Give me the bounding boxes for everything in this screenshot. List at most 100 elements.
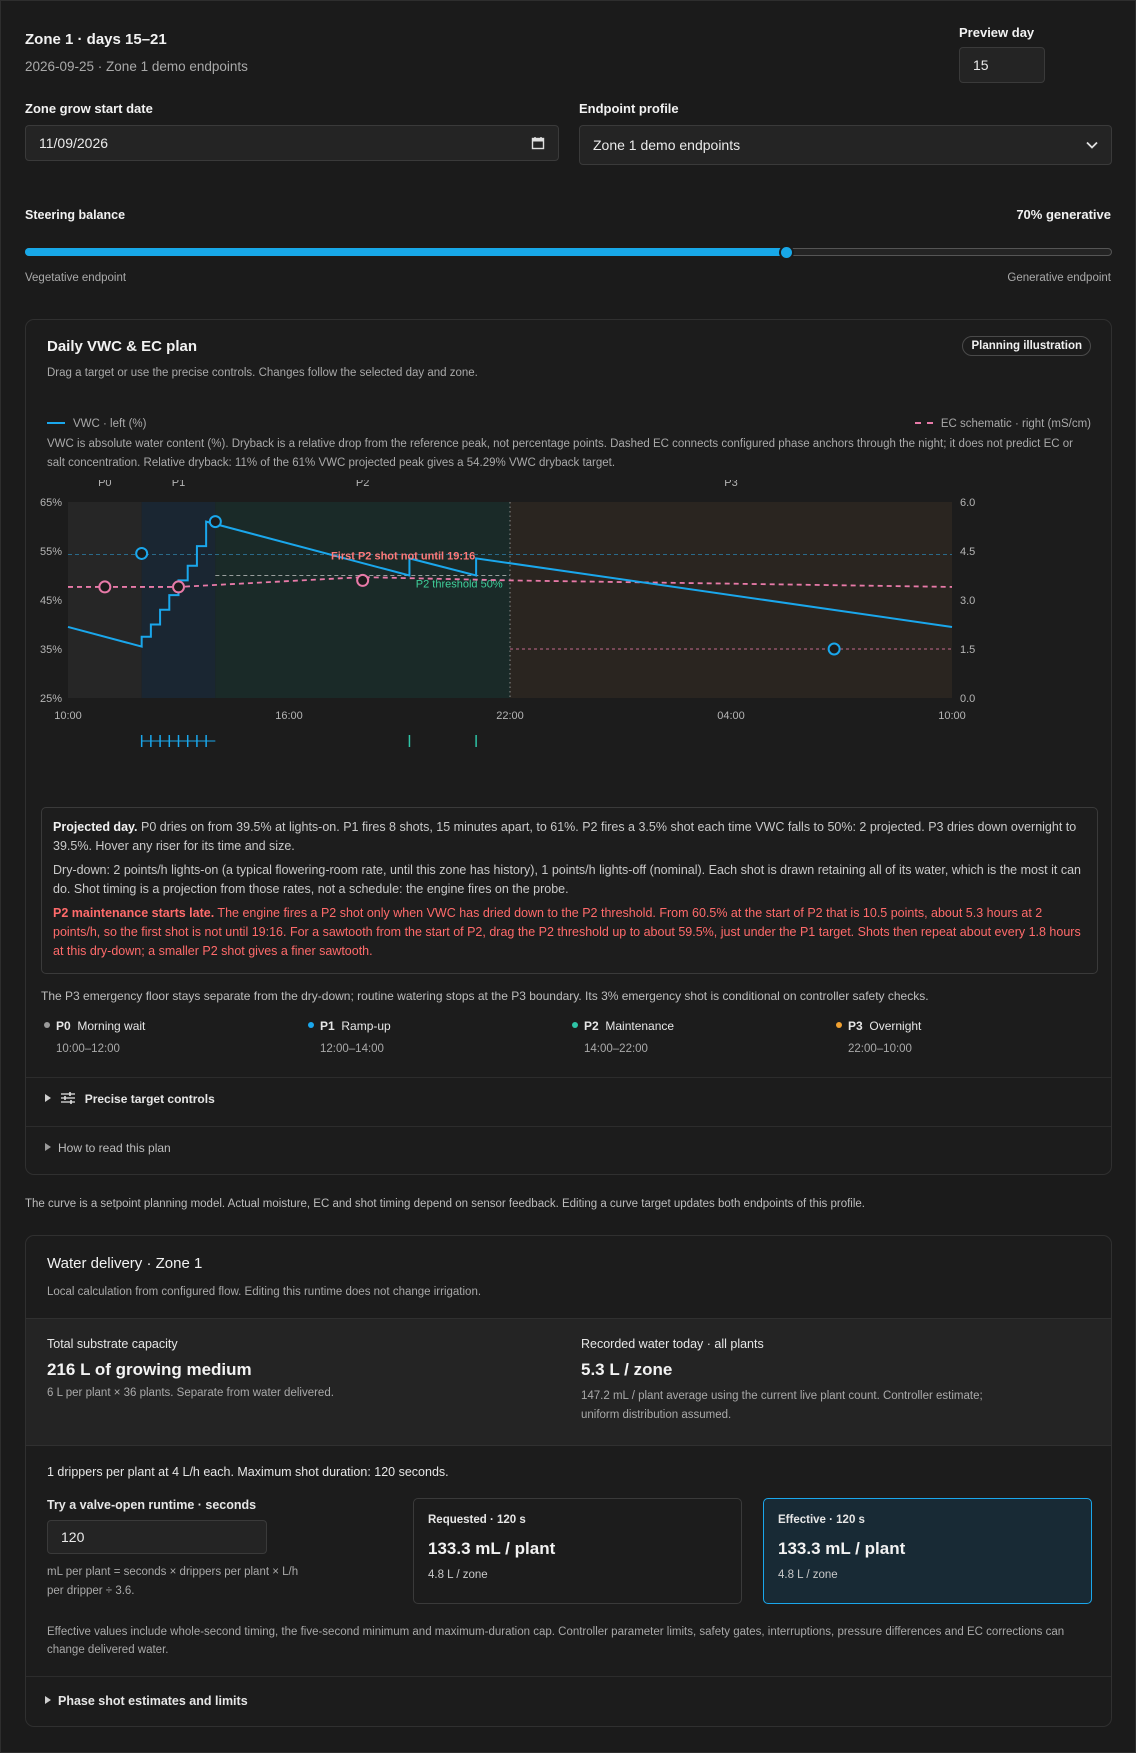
y-right-tick: 3.0: [960, 595, 975, 607]
effective-zone: 4.8 L / zone: [778, 1569, 838, 1581]
x-tick: 16:00: [275, 710, 303, 722]
p2-warning: P2 maintenance starts late. The engine f…: [53, 906, 1081, 958]
how-to-read-toggle[interactable]: How to read this plan: [45, 1141, 171, 1155]
vwc-target-handle: [135, 546, 149, 560]
ec-target-handle: [356, 573, 370, 587]
drippers-text: 1 drippers per plant at 4 L/h each. Maxi…: [47, 1465, 449, 1479]
phase-p2: P2 Maintenance 14:00–22:00: [572, 1019, 674, 1055]
requested-card: Requested · 120 s 133.3 mL / plant 4.8 L…: [413, 1498, 742, 1604]
plan-title: Daily VWC & EC plan: [47, 338, 198, 355]
vwc-target-handle: [208, 515, 222, 529]
vwc-ec-chart[interactable]: P0 P1 P2 P3 65% 55% 45% 35% 25% 6.0 4.5 3.0 1.5 0.0 10…: [26, 480, 1113, 780]
endpoint-profile-select[interactable]: Zone 1 demo endpoints: [579, 125, 1112, 165]
chevron-down-icon: [1086, 141, 1098, 149]
steering-slider[interactable]: [25, 245, 1112, 260]
y-right-tick: 0.0: [960, 693, 975, 705]
x-tick: 10:00: [938, 710, 966, 722]
phase-dot: [44, 1022, 50, 1028]
steering-value: 70% generative: [1016, 207, 1111, 222]
projected-title: Projected day.: [53, 820, 138, 834]
disclosure-triangle-icon: [45, 1094, 51, 1102]
recorded-note: 147.2 mL / plant average using the curre…: [581, 1390, 983, 1421]
preview-day-label: Preview day: [959, 25, 1035, 40]
water-title: Water delivery · Zone 1: [47, 1255, 203, 1272]
legend-vwc: VWC · left (%): [47, 418, 146, 430]
capacity-note: 6 L per plant × 36 plants. Separate from…: [47, 1387, 334, 1399]
projected-day-box: Projected day. P0 dries on from 39.5% at…: [41, 807, 1098, 974]
precise-controls-toggle[interactable]: Precise target controls: [45, 1092, 215, 1106]
emergency-note: The P3 emergency floor stays separate fr…: [41, 989, 929, 1003]
y-left-tick: 55%: [40, 546, 62, 558]
warning-title: P2 maintenance starts late.: [53, 906, 215, 920]
phase-dot: [572, 1022, 578, 1028]
start-date-input[interactable]: 11/09/2026: [25, 125, 559, 161]
recorded-label: Recorded water today · all plants: [581, 1337, 764, 1351]
legend-ec: EC schematic · right (mS/cm): [914, 418, 1091, 430]
planning-footnote: The curve is a setpoint planning model. …: [25, 1198, 866, 1210]
effective-note: Effective values include whole-second ti…: [47, 1626, 1065, 1656]
preview-day-input[interactable]: 15: [959, 47, 1045, 83]
phase-band: [510, 502, 952, 698]
drydown-text: Dry-down: 2 points/h lights-on (a typica…: [53, 863, 1082, 896]
phase-band: [215, 502, 511, 698]
vegetative-caption: Vegetative endpoint: [25, 272, 127, 284]
phase-p1: P1 Ramp-up 12:00–14:00: [308, 1019, 391, 1055]
phase-estimates-toggle[interactable]: Phase shot estimates and limits: [45, 1694, 248, 1708]
water-subtitle: Local calculation from configured flow. …: [47, 1286, 482, 1298]
requested-value: 133.3 mL / plant: [428, 1539, 556, 1558]
phase-dot: [308, 1022, 314, 1028]
vwc-series-line: [67, 520, 953, 648]
legend-ec-swatch: [914, 422, 933, 424]
projected-summary: Projected day. P0 dries on from 39.5% at…: [53, 820, 1077, 853]
plan-subtitle: Drag a target or use the precise control…: [47, 367, 478, 379]
runtime-input[interactable]: 120: [47, 1520, 267, 1554]
slider-fill: [25, 248, 786, 256]
y-right-tick: 1.5: [960, 644, 975, 656]
phase-label: P3: [724, 480, 737, 489]
runtime-label: Try a valve-open runtime · seconds: [47, 1498, 257, 1512]
y-left-tick: 25%: [40, 693, 62, 705]
phase-band: [141, 502, 216, 698]
phase-label: P0: [98, 480, 111, 489]
ec-target-handle: [98, 580, 112, 594]
x-tick: 22:00: [496, 710, 524, 722]
y-right-tick: 4.5: [960, 546, 975, 558]
phase-p0: P0 Morning wait 10:00–12:00: [44, 1019, 145, 1055]
p2-annotation: First P2 shot not until 19:16: [331, 550, 475, 562]
effective-value: 133.3 mL / plant: [778, 1539, 906, 1558]
plan-card: Daily VWC & EC plan Planning illustratio…: [25, 319, 1112, 1175]
recorded-value: 5.3 L / zone: [581, 1360, 673, 1379]
sliders-icon: [61, 1092, 76, 1104]
y-left-tick: 45%: [40, 595, 62, 607]
divider: [26, 1077, 1111, 1078]
requested-zone: 4.8 L / zone: [428, 1569, 488, 1581]
p2-threshold-label: P2 threshold 50%: [416, 579, 503, 591]
disclosure-triangle-icon: [45, 1143, 51, 1151]
endpoint-profile-label: Endpoint profile: [579, 101, 679, 116]
start-date-label: Zone grow start date: [25, 101, 153, 116]
phase-legend: P0 Morning wait 10:00–12:00 P1 Ramp-up 1…: [44, 1019, 1094, 1063]
phase-dot: [836, 1022, 842, 1028]
calendar-icon[interactable]: [531, 136, 545, 150]
disclosure-triangle-icon: [45, 1696, 51, 1704]
requested-label: Requested · 120 s: [428, 1514, 526, 1526]
steering-label: Steering balance: [25, 208, 126, 222]
ec-series-line: [68, 576, 953, 588]
plan-explainer: VWC is absolute water content (%). Dryba…: [47, 438, 1073, 469]
legend-vwc-swatch: [47, 422, 65, 424]
phase-band: [68, 502, 142, 698]
y-left-tick: 35%: [40, 644, 62, 656]
runtime-formula: mL per plant = seconds × drippers per pl…: [47, 1566, 299, 1597]
divider: [26, 1126, 1111, 1127]
y-left-tick: 65%: [40, 497, 62, 509]
slider-thumb[interactable]: [778, 245, 794, 260]
phase-p3: P3 Overnight 22:00–10:00: [836, 1019, 921, 1055]
x-tick: 10:00: [54, 710, 82, 722]
effective-card: Effective · 120 s 133.3 mL / plant 4.8 L…: [763, 1498, 1092, 1604]
capacity-value: 216 L of growing medium: [47, 1360, 252, 1379]
page-title: Zone 1 · days 15–21: [25, 31, 167, 48]
phase-label: P1: [172, 480, 185, 489]
y-right-tick: 6.0: [960, 497, 975, 509]
x-tick: 04:00: [717, 710, 745, 722]
